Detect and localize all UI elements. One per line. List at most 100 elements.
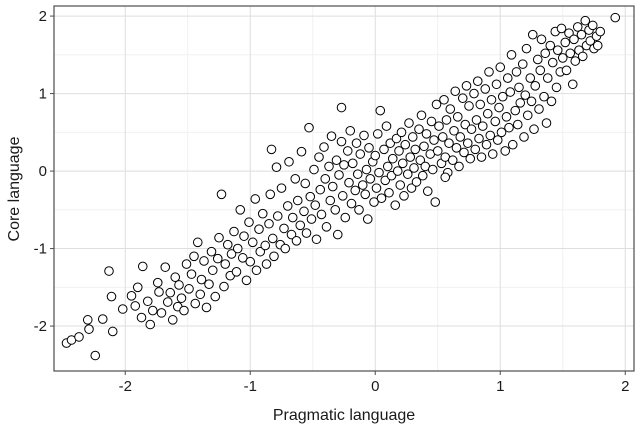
- data-point: [162, 297, 173, 307]
- data-point: [359, 130, 369, 141]
- data-point: [291, 236, 302, 246]
- data-point: [311, 234, 322, 245]
- data-point: [494, 102, 504, 113]
- data-point: [189, 251, 199, 262]
- data-point: [239, 231, 249, 241]
- data-point: [452, 112, 463, 122]
- axes: -2 -1 0 1 2 -2 -1 0 1 2: [34, 8, 630, 395]
- data-point: [565, 48, 576, 59]
- data-point: [369, 197, 379, 207]
- data-point: [241, 275, 252, 286]
- data-point: [206, 246, 217, 257]
- data-point: [547, 57, 558, 68]
- data-point: [331, 155, 342, 166]
- data-point: [117, 304, 128, 314]
- data-point: [229, 226, 239, 237]
- plot-frame: [53, 5, 635, 372]
- data-point: [464, 101, 474, 111]
- data-point: [365, 174, 376, 184]
- data-point: [380, 175, 391, 186]
- data-point: [459, 147, 469, 158]
- data-point: [310, 200, 321, 210]
- data-point: [152, 277, 163, 288]
- data-point: [235, 205, 246, 215]
- data-point: [344, 177, 354, 188]
- y-tick-label: 1: [39, 86, 47, 103]
- data-point: [132, 282, 143, 293]
- data-point: [490, 116, 501, 127]
- data-point: [250, 194, 261, 204]
- data-point: [306, 214, 317, 224]
- data-point: [160, 262, 171, 272]
- data-point: [247, 237, 258, 248]
- data-point: [519, 132, 529, 142]
- data-point: [491, 79, 502, 90]
- data-point: [324, 161, 334, 172]
- data-point: [336, 136, 347, 147]
- data-point: [314, 152, 324, 162]
- data-point: [179, 305, 189, 316]
- data-point: [501, 112, 512, 122]
- data-point: [390, 200, 401, 210]
- data-point: [232, 243, 243, 254]
- data-point: [382, 161, 393, 172]
- data-point: [585, 36, 596, 46]
- data-point: [287, 212, 298, 223]
- data-point: [354, 205, 364, 215]
- data-point: [416, 110, 427, 121]
- data-point: [429, 135, 439, 145]
- data-point: [530, 81, 541, 91]
- data-point: [440, 172, 451, 183]
- data-point: [515, 98, 526, 108]
- data-point: [300, 178, 311, 189]
- data-point: [396, 127, 407, 138]
- data-point: [462, 138, 473, 148]
- data-point: [540, 48, 551, 59]
- data-point: [580, 15, 591, 26]
- data-point: [245, 256, 256, 267]
- data-point: [457, 93, 468, 104]
- data-point: [251, 265, 262, 276]
- data-point: [342, 146, 353, 156]
- data-point: [397, 158, 408, 169]
- data-point: [557, 53, 568, 63]
- data-point: [410, 144, 421, 155]
- x-tick-label: 2: [621, 378, 629, 395]
- data-point: [336, 102, 347, 113]
- data-point: [476, 152, 487, 162]
- data-point: [357, 180, 368, 190]
- data-point: [455, 132, 466, 142]
- data-point: [407, 132, 418, 142]
- data-point: [199, 256, 209, 266]
- data-point: [506, 50, 517, 60]
- data-point: [184, 284, 194, 294]
- data-point: [325, 195, 336, 206]
- data-point: [337, 191, 348, 201]
- data-point: [334, 170, 344, 180]
- data-point: [371, 183, 382, 193]
- data-point: [284, 156, 294, 167]
- data-point: [370, 150, 381, 161]
- data-point: [441, 115, 452, 125]
- data-point: [292, 195, 303, 206]
- data-point: [475, 99, 486, 110]
- data-point: [532, 54, 543, 65]
- data-point: [339, 160, 349, 170]
- data-point: [472, 76, 483, 86]
- data-point: [374, 167, 384, 178]
- data-point: [346, 198, 357, 209]
- data-point: [486, 94, 497, 105]
- data-point: [534, 104, 544, 114]
- data-point: [419, 141, 429, 152]
- data-point: [480, 84, 491, 94]
- data-point: [147, 305, 158, 316]
- data-point: [364, 143, 374, 153]
- data-point: [82, 315, 93, 325]
- data-point: [74, 332, 84, 342]
- data-point: [510, 105, 521, 116]
- data-point: [384, 187, 394, 198]
- data-point: [474, 133, 484, 144]
- data-point: [395, 180, 406, 190]
- data-point: [130, 301, 141, 311]
- data-point: [572, 22, 583, 32]
